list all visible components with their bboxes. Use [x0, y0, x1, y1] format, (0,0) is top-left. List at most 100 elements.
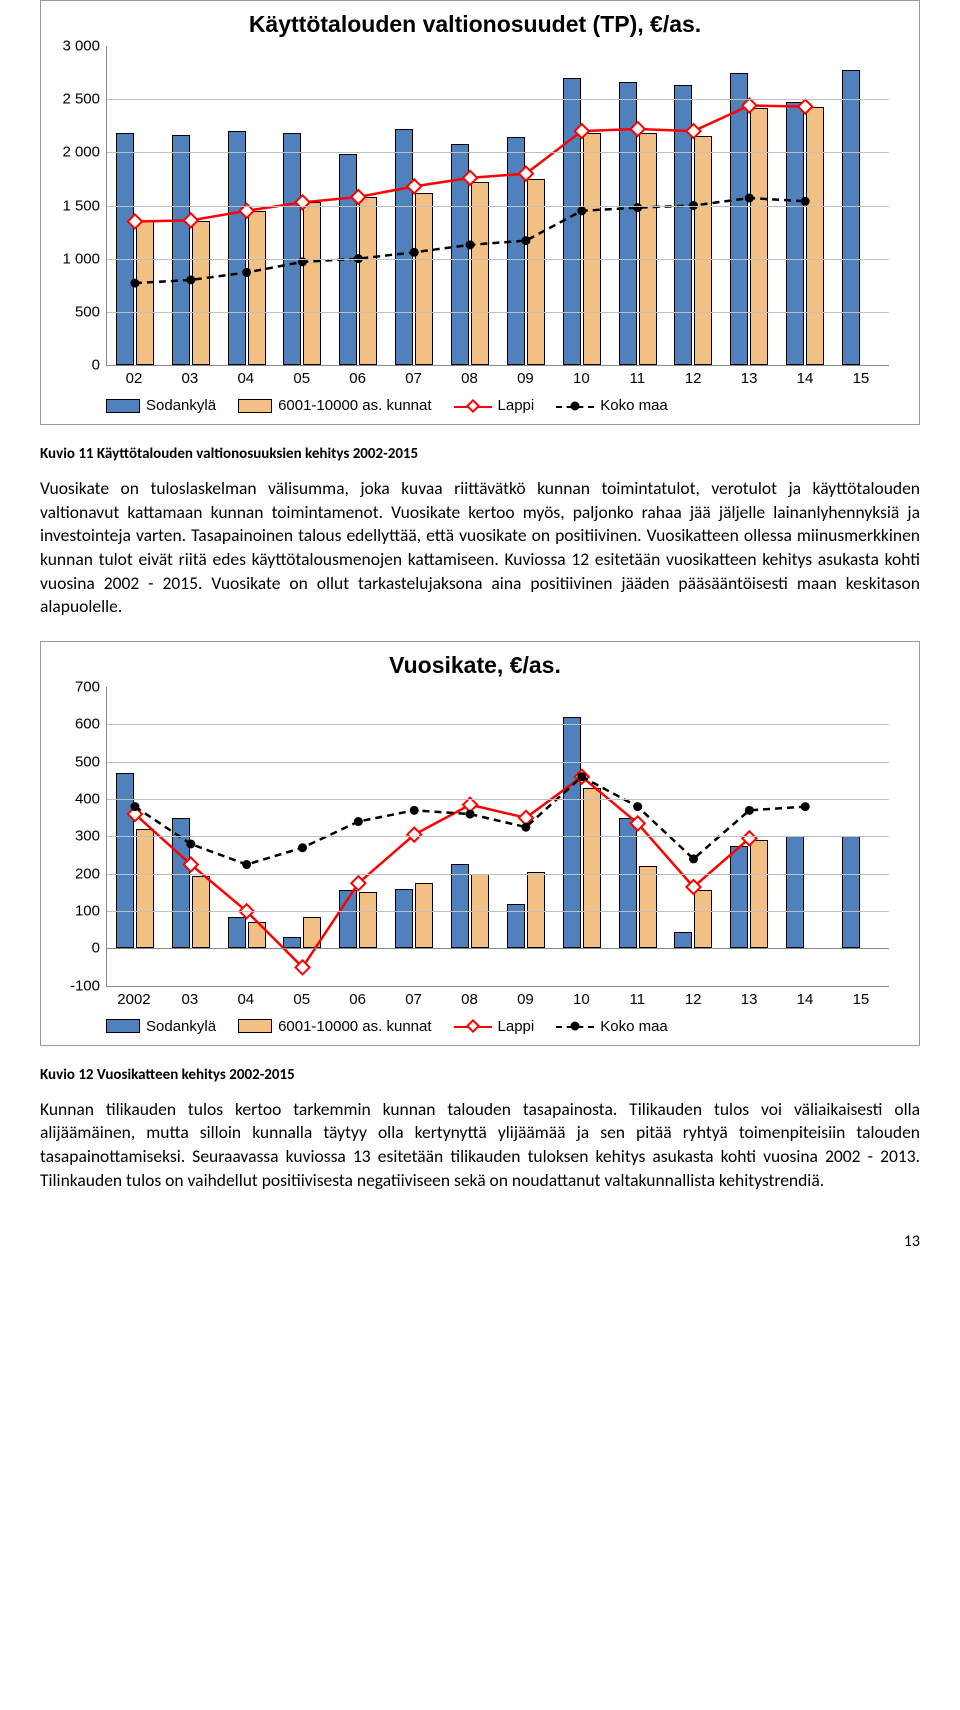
bar-group	[163, 135, 219, 365]
legend-kokomaa: Koko maa	[556, 1018, 668, 1035]
chart2-plot: -1000100200300400500600700	[106, 687, 889, 987]
bar	[303, 917, 321, 949]
x-tick-label: 06	[330, 366, 386, 387]
x-tick-label: 02	[106, 366, 162, 387]
bar-group	[721, 877, 777, 985]
bar	[527, 179, 545, 365]
bar	[228, 917, 246, 949]
bar	[563, 717, 581, 949]
legend-lappi: Lappi	[454, 1018, 535, 1035]
bar	[583, 133, 601, 365]
bar-group	[554, 754, 610, 986]
bar	[283, 133, 301, 365]
bar	[639, 133, 657, 365]
bar-group	[386, 129, 442, 365]
bar	[786, 836, 804, 948]
line-swatch-icon	[454, 1019, 492, 1033]
bar-group	[442, 144, 498, 365]
legend-label: Koko maa	[600, 397, 668, 414]
swatch-icon	[238, 1019, 272, 1033]
paragraph1: Vuosikate on tuloslaskelman välisumma, j…	[40, 477, 920, 619]
bar	[303, 202, 321, 365]
bar	[116, 133, 134, 365]
swatch-icon	[106, 1019, 140, 1033]
y-tick-label: 400	[52, 790, 100, 807]
bar-group	[833, 874, 889, 986]
y-tick-label: 1 500	[52, 197, 100, 214]
bar	[674, 932, 692, 949]
bar-group	[721, 73, 777, 365]
line-swatch-icon	[454, 399, 492, 413]
y-tick-label: 700	[52, 678, 100, 695]
chart-valtionosuudet: Käyttötalouden valtionosuudet (TP), €/as…	[40, 0, 920, 425]
bar	[248, 922, 266, 948]
bar	[339, 154, 357, 365]
swatch-icon	[238, 399, 272, 413]
x-tick-label: 09	[497, 987, 553, 1008]
bar	[619, 82, 637, 365]
bar	[639, 866, 657, 948]
chart1-title: Käyttötalouden valtionosuudet (TP), €/as…	[51, 11, 899, 38]
bar	[339, 890, 357, 948]
bar	[228, 131, 246, 365]
bar-group	[777, 874, 833, 986]
bar	[136, 829, 154, 949]
bar	[750, 840, 768, 948]
bar	[283, 937, 301, 948]
legend-sodankyla: Sodankylä	[106, 397, 216, 414]
chart2-caption: Kuvio 12 Vuosikatteen kehitys 2002-2015	[40, 1066, 920, 1084]
bar	[750, 108, 768, 365]
chart2-x-axis: 200203040506070809101112131415	[106, 987, 889, 1008]
bar-group	[666, 928, 722, 986]
y-tick-label: 500	[52, 753, 100, 770]
x-tick-label: 15	[833, 987, 889, 1008]
x-tick-label: 03	[162, 987, 218, 1008]
bar-group	[330, 154, 386, 365]
chart-vuosikate: Vuosikate, €/as. -1000100200300400500600…	[40, 641, 920, 1046]
bar	[674, 85, 692, 365]
legend-kokomaa: Koko maa	[556, 397, 668, 414]
y-tick-label: 0	[52, 357, 100, 374]
x-tick-label: 11	[609, 987, 665, 1008]
bar-group	[219, 131, 275, 365]
bar-group	[275, 954, 331, 986]
bar	[563, 78, 581, 365]
bar-group	[777, 102, 833, 365]
y-tick-label: 300	[52, 828, 100, 845]
legend-label: Sodankylä	[146, 397, 216, 414]
y-tick-label: 200	[52, 865, 100, 882]
x-tick-label: 13	[721, 987, 777, 1008]
bar	[842, 836, 860, 948]
bar	[730, 73, 748, 365]
legend-label: Lappi	[498, 397, 535, 414]
x-tick-label: 06	[330, 987, 386, 1008]
bar	[806, 107, 824, 365]
bar	[395, 129, 413, 365]
page-number: 13	[40, 1232, 920, 1251]
bar	[471, 182, 489, 365]
x-tick-label: 05	[274, 366, 330, 387]
x-tick-label: 11	[609, 366, 665, 387]
bar	[415, 193, 433, 365]
bar-group	[107, 133, 163, 365]
line-swatch-icon	[556, 1019, 594, 1033]
x-tick-label: 10	[553, 987, 609, 1008]
bar	[583, 788, 601, 949]
bar-group	[610, 82, 666, 365]
x-tick-label: 04	[218, 366, 274, 387]
y-tick-label: 2 000	[52, 144, 100, 161]
y-tick-label: 1 000	[52, 250, 100, 267]
x-tick-label: 12	[665, 987, 721, 1008]
x-tick-label: 12	[665, 366, 721, 387]
bar-group	[275, 133, 331, 365]
bar	[694, 890, 712, 948]
bar	[415, 883, 433, 948]
bar	[359, 892, 377, 948]
x-tick-label: 08	[442, 366, 498, 387]
legend-label: Koko maa	[600, 1018, 668, 1035]
bar	[359, 197, 377, 365]
x-tick-label: 13	[721, 366, 777, 387]
legend-label: Lappi	[498, 1018, 535, 1035]
bar	[694, 136, 712, 365]
x-tick-label: 04	[218, 987, 274, 1008]
